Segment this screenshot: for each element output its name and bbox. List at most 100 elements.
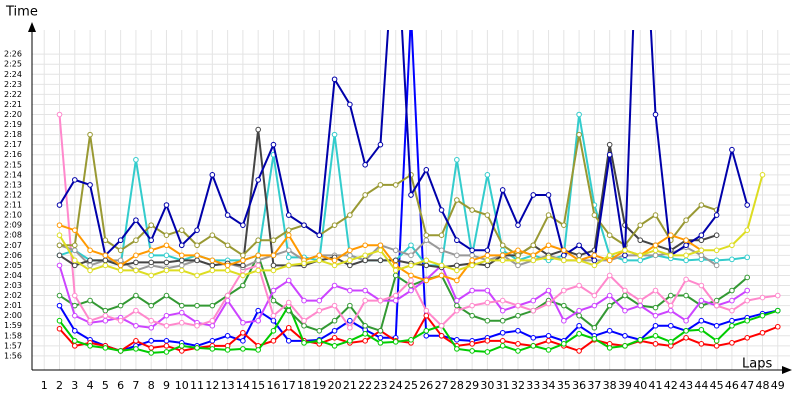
data-point — [102, 307, 109, 314]
data-point — [224, 242, 231, 249]
data-point — [163, 338, 170, 344]
data-point — [729, 256, 735, 263]
data-point — [530, 257, 537, 264]
data-point — [163, 343, 170, 349]
data-point — [515, 252, 521, 259]
data-point — [71, 227, 78, 233]
data-point — [240, 329, 246, 336]
data-point — [683, 217, 689, 223]
data-point — [178, 319, 185, 326]
data-point — [148, 272, 155, 279]
data-point — [637, 337, 644, 343]
data-point — [652, 287, 659, 294]
data-point — [347, 302, 353, 309]
data-point — [713, 232, 720, 239]
y-tick-label: 2:01 — [4, 301, 22, 310]
data-point — [178, 302, 185, 309]
data-point — [652, 304, 659, 311]
y-tick-label: 2:05 — [4, 261, 22, 270]
x-tick-label: 9 — [163, 379, 170, 392]
data-point — [117, 257, 124, 264]
x-tick-label: 40 — [633, 379, 647, 392]
x-tick-label: 41 — [649, 379, 663, 392]
data-point — [515, 312, 521, 319]
data-point — [576, 111, 582, 118]
data-point — [729, 242, 735, 249]
data-point — [117, 262, 124, 269]
data-point — [576, 330, 582, 337]
data-point — [515, 262, 521, 269]
y-tick-label: 2:23 — [4, 80, 22, 89]
data-point — [499, 257, 506, 264]
y-tick-label: 1:57 — [4, 341, 22, 350]
data-point — [561, 287, 567, 294]
data-point — [469, 247, 475, 254]
y-tick-label: 2:07 — [4, 241, 22, 250]
data-point — [362, 330, 368, 337]
data-point — [316, 297, 323, 304]
y-tick-label: 2:11 — [4, 201, 22, 210]
y-tick-label: 2:16 — [4, 150, 22, 159]
data-point — [133, 217, 139, 223]
data-point — [71, 262, 78, 269]
data-point — [285, 277, 292, 284]
data-point — [454, 346, 460, 352]
data-point — [148, 317, 155, 324]
data-point — [270, 312, 277, 319]
data-point — [347, 101, 353, 108]
data-point — [255, 257, 261, 264]
data-point — [667, 292, 674, 299]
x-tick-label: 2 — [56, 379, 63, 392]
data-point — [438, 232, 445, 239]
data-point — [301, 222, 307, 228]
x-tick-label: 23 — [373, 379, 387, 392]
data-point — [270, 327, 277, 334]
data-point — [133, 252, 139, 259]
data-point — [255, 126, 261, 133]
x-tick-label: 44 — [694, 379, 708, 392]
data-point — [683, 252, 689, 259]
data-point — [209, 322, 216, 329]
data-point — [530, 242, 537, 249]
data-point — [270, 287, 277, 294]
data-point — [759, 294, 766, 301]
x-tick-label: 32 — [511, 379, 525, 392]
data-point — [438, 262, 445, 269]
data-point — [301, 340, 307, 346]
x-tick-label: 16 — [266, 379, 280, 392]
data-point — [362, 242, 368, 249]
data-point — [224, 292, 231, 299]
data-point — [194, 242, 200, 249]
data-point — [178, 262, 185, 269]
data-point — [408, 262, 414, 269]
data-point — [454, 307, 460, 314]
data-point — [377, 327, 384, 334]
data-point — [71, 292, 78, 299]
x-tick-label: 35 — [557, 379, 571, 392]
data-point — [698, 237, 705, 244]
data-point — [606, 272, 613, 279]
data-point — [698, 297, 705, 304]
series-line — [58, 252, 748, 333]
data-point — [362, 322, 368, 329]
data-point — [71, 343, 78, 349]
data-point — [117, 267, 124, 274]
data-point — [515, 302, 521, 309]
data-point — [423, 307, 430, 314]
data-point — [133, 338, 139, 344]
data-point — [194, 272, 200, 279]
data-point — [515, 327, 521, 334]
data-point — [133, 346, 139, 352]
data-point — [133, 156, 139, 163]
data-point — [698, 282, 705, 289]
data-point — [606, 292, 613, 299]
x-tick-label: 43 — [679, 379, 693, 392]
data-point — [423, 167, 430, 173]
x-tick-label: 19 — [312, 379, 326, 392]
y-tick-label: 2:21 — [4, 100, 22, 109]
data-point — [576, 282, 582, 289]
data-point — [285, 212, 292, 218]
data-point — [774, 307, 781, 314]
x-tick-label: 17 — [282, 379, 296, 392]
